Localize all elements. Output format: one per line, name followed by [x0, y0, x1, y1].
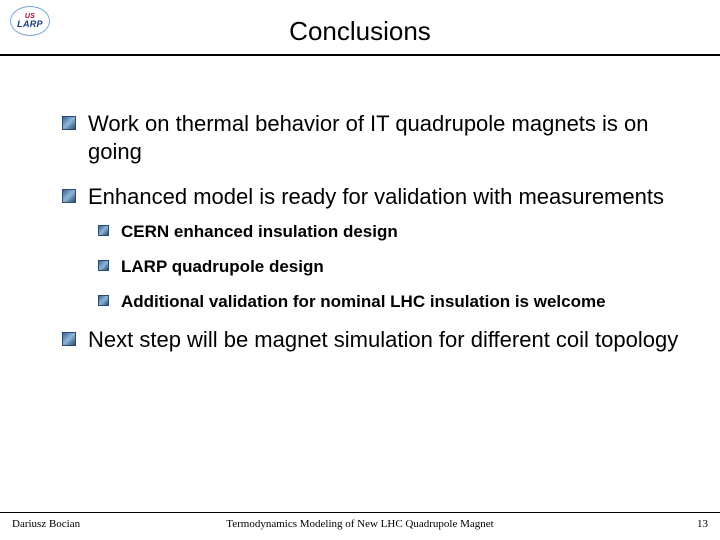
footer-title: Termodynamics Modeling of New LHC Quadru… [0, 518, 720, 530]
sub-bullet-2: LARP quadrupole design [98, 256, 700, 277]
sub-bullet-3-text: Additional validation for nominal LHC in… [121, 291, 606, 312]
slide-title: Conclusions [0, 16, 720, 47]
sub-bullet-1-text: CERN enhanced insulation design [121, 221, 398, 242]
bullet-icon [62, 332, 76, 346]
slide-footer: Dariusz Bocian Termodynamics Modeling of… [0, 512, 720, 534]
sub-bullet-1: CERN enhanced insulation design [98, 221, 700, 242]
footer-page-number: 13 [697, 518, 708, 530]
bullet-1-text: Work on thermal behavior of IT quadrupol… [88, 110, 700, 165]
bullet-2-text: Enhanced model is ready for validation w… [88, 183, 700, 211]
bullet-icon [98, 225, 109, 236]
sub-bullet-2-text: LARP quadrupole design [121, 256, 324, 277]
bullet-icon [98, 260, 109, 271]
bullet-1: Work on thermal behavior of IT quadrupol… [62, 110, 700, 165]
slide-body: Work on thermal behavior of IT quadrupol… [62, 110, 700, 372]
bullet-icon [62, 116, 76, 130]
bullet-3: Next step will be magnet simulation for … [62, 326, 700, 354]
bullet-3-text: Next step will be magnet simulation for … [88, 326, 700, 354]
bullet-icon [62, 189, 76, 203]
bullet-2-sublist: CERN enhanced insulation design LARP qua… [98, 221, 700, 313]
bullet-2: Enhanced model is ready for validation w… [62, 183, 700, 211]
bullet-icon [98, 295, 109, 306]
title-rule [0, 54, 720, 56]
sub-bullet-3: Additional validation for nominal LHC in… [98, 291, 700, 312]
footer-author: Dariusz Bocian [12, 518, 80, 530]
